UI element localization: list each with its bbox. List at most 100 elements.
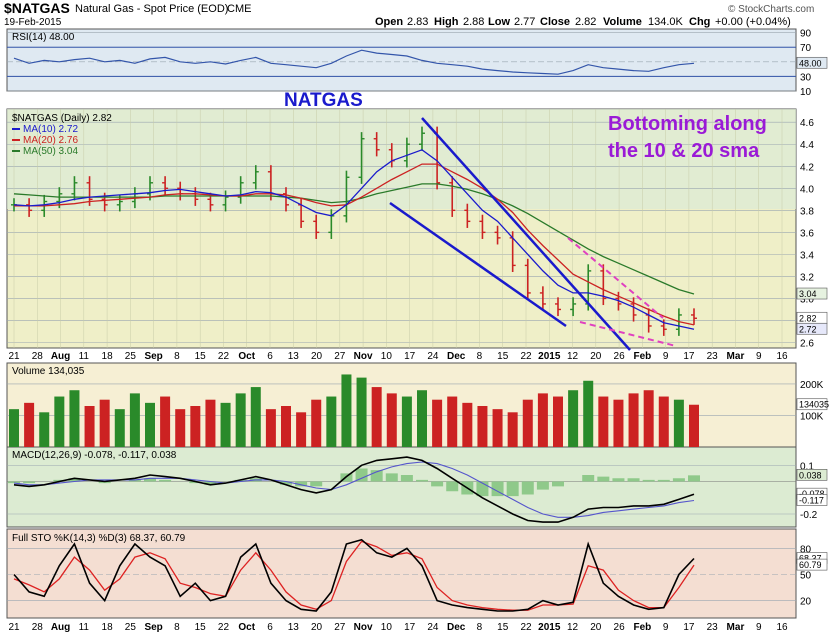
macd-histogram-bar — [355, 468, 368, 482]
x-axis-label-bottom: 17 — [404, 622, 416, 633]
volume-bar — [326, 396, 337, 447]
x-axis-label-bottom: 20 — [590, 622, 602, 633]
x-axis-label-bottom: 28 — [32, 622, 44, 633]
volume-value: 134.0K — [648, 16, 684, 28]
ma10-last-tag: 2.72 — [799, 324, 817, 334]
natgas-annotation: NATGAS — [284, 90, 363, 111]
x-axis-label-bottom: 16 — [776, 622, 788, 633]
volume-last-tag-box — [796, 398, 828, 411]
volume-bar — [568, 390, 579, 447]
ma10-line — [13, 149, 695, 330]
low-label: Low — [488, 16, 510, 28]
ma50-last-tag: 3.04 — [799, 289, 817, 299]
chg-label: Chg — [689, 16, 710, 28]
volume-bar — [160, 396, 171, 447]
sto-k-tag: 68.37 — [799, 554, 822, 564]
x-axis-label-bottom: 12 — [567, 622, 579, 633]
macd-tick-label: 0.1 — [800, 461, 814, 472]
volume-bar — [462, 402, 473, 447]
volume-bar — [447, 396, 458, 447]
ohlc-readout: Open 2.83 High 2.88 Low 2.77 Close 2.82 … — [375, 16, 791, 28]
macd-histogram-bar — [128, 479, 141, 482]
high-label: High — [434, 16, 459, 28]
rsi-line — [13, 49, 695, 75]
x-axis-label-bottom: Mar — [727, 622, 745, 633]
price-tick-label: 3.8 — [800, 206, 814, 217]
x-axis-label-bottom: 22 — [520, 622, 532, 633]
x-axis-label: 26 — [614, 351, 626, 362]
x-axis-label-bottom: 11 — [79, 622, 90, 633]
volume-bar — [386, 393, 397, 447]
macd-histogram-bar — [23, 481, 36, 484]
volume-bar — [114, 409, 125, 447]
macd-histogram-bar — [446, 481, 459, 492]
x-axis-label: 12 — [567, 351, 579, 362]
volume-bar — [658, 396, 669, 447]
macd-histogram-bar — [597, 476, 610, 482]
volume-bar — [477, 406, 488, 447]
price-tick-label: 4.6 — [800, 118, 814, 129]
ma20-line — [14, 163, 695, 326]
macd-title: MACD(12,26,9) -0.078, -0.117, 0.038 — [12, 450, 177, 461]
rsi-current-tag-box — [796, 56, 828, 69]
x-axis-label: 18 — [102, 351, 114, 362]
rsi-tick-label: 30 — [800, 72, 812, 83]
x-axis-label-bottom: 2015 — [538, 622, 561, 633]
x-axis-label: 15 — [195, 351, 207, 362]
volume-title: Volume 134,035 — [12, 366, 85, 377]
x-axis-label-bottom: 6 — [267, 622, 273, 633]
macd-histogram-bar — [370, 470, 383, 482]
volume-bar — [175, 409, 186, 447]
x-axis-label-bottom: Dec — [447, 622, 466, 633]
x-axis-label-bottom: Aug — [51, 622, 70, 633]
volume-bar — [54, 396, 65, 447]
macd-histogram-bar — [582, 475, 595, 482]
volume-bar — [356, 377, 367, 447]
volume-bar — [341, 374, 352, 447]
x-axis-label: 20 — [311, 351, 323, 362]
volume-bar — [673, 399, 684, 447]
macd-histogram-bar — [506, 481, 519, 497]
macd-panel — [6, 446, 797, 528]
volume-bar — [598, 396, 609, 447]
x-axis-label: 28 — [32, 351, 44, 362]
price-tick-label: 4.2 — [800, 162, 814, 173]
x-axis-label-bottom: 15 — [497, 622, 509, 633]
rsi-current-tag: 48.00 — [799, 58, 822, 68]
x-axis-label: 11 — [79, 351, 90, 362]
sto-k-line — [13, 538, 695, 612]
bottoming-annotation-line2: the 10 & 20 sma — [608, 140, 760, 162]
bottoming-annotation-line1: Bottoming along — [608, 113, 767, 135]
macd-histogram-bar — [295, 481, 308, 487]
x-axis-label-bottom: 22 — [218, 622, 230, 633]
ma10-last-tag-box — [796, 322, 828, 335]
close-value: 2.82 — [575, 16, 596, 28]
macd-histogram-bar — [672, 478, 685, 482]
volume-bar — [99, 399, 110, 447]
price-tick-label: 4.4 — [800, 140, 814, 151]
x-axis-label-bottom: 23 — [707, 622, 719, 633]
sto-tick-label: 50 — [800, 571, 812, 582]
x-axis-label-bottom: 21 — [8, 622, 20, 633]
source-label: © StockCharts.com — [728, 4, 814, 15]
x-axis-label: Aug — [51, 351, 70, 362]
price-tick-label: 3.4 — [800, 250, 814, 261]
macd-histogram-bar — [657, 479, 670, 482]
volume-bar — [190, 406, 201, 447]
chg-value: +0.00 (+0.04%) — [715, 16, 791, 28]
x-axis-label-bottom: 25 — [125, 622, 137, 633]
wedge-line-upper — [567, 237, 664, 319]
macd-histogram-bar — [642, 479, 655, 482]
sto-d-line — [13, 540, 695, 611]
macd-histogram-bar — [385, 473, 398, 482]
macd-histogram-bar — [310, 481, 323, 487]
volume-tick-label: 200K — [800, 380, 824, 391]
volume-bar — [265, 409, 276, 447]
macd-histogram-bar — [431, 481, 444, 487]
x-axis-label: 17 — [404, 351, 416, 362]
volume-bar — [281, 406, 291, 447]
x-axis-label-bottom: 15 — [195, 622, 207, 633]
ma50-line — [13, 183, 695, 295]
ma-legend-label: MA(20) 2.76 — [23, 135, 78, 146]
chart-date: 19-Feb-2015 — [4, 17, 62, 28]
